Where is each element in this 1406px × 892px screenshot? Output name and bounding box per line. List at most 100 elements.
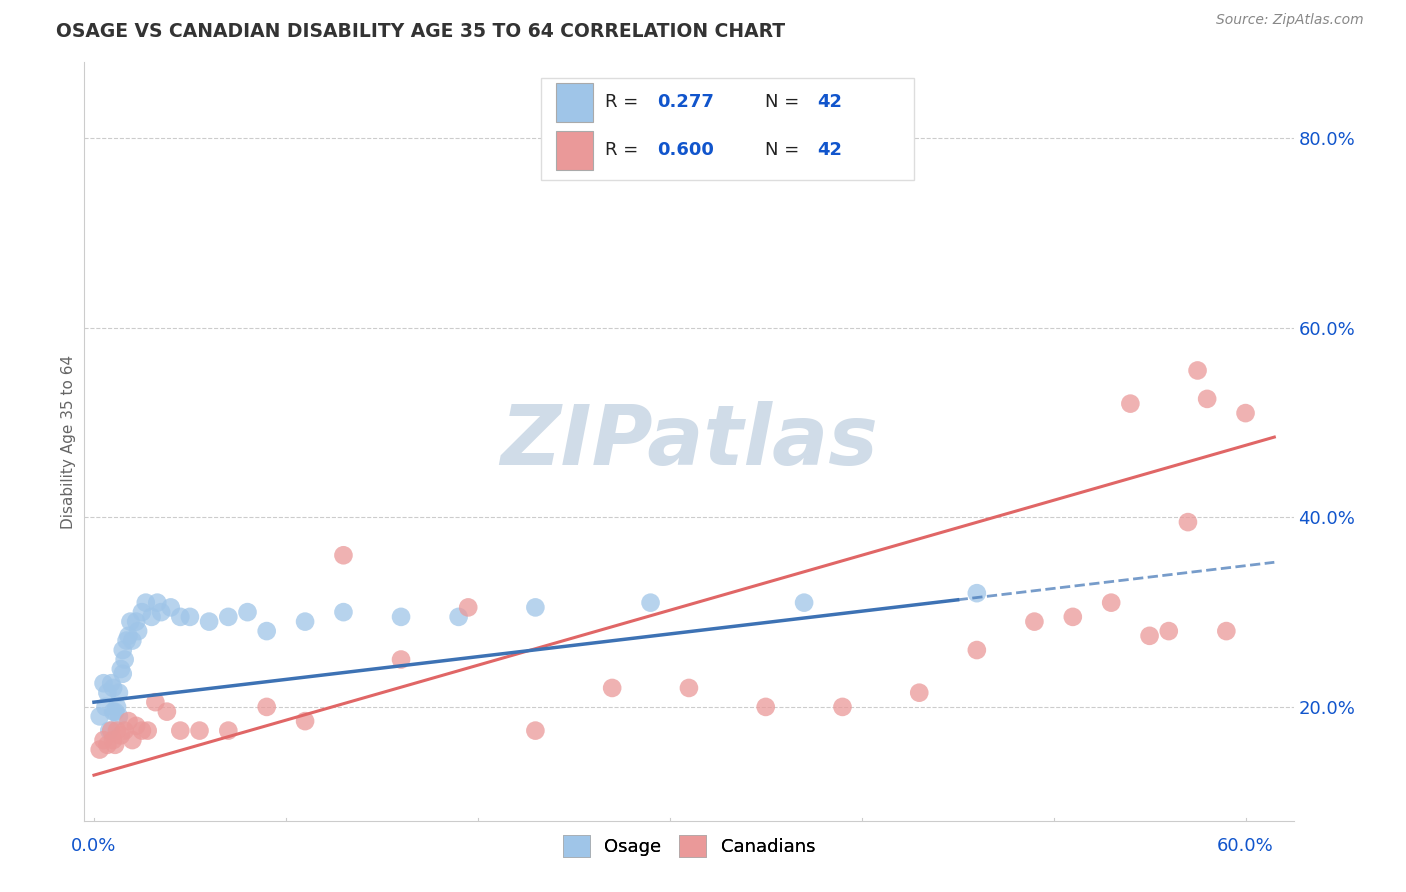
Point: [217, 723, 239, 738]
Point: [121, 633, 143, 648]
Point: [236, 605, 259, 619]
Point: [111, 643, 134, 657]
Text: R =: R =: [605, 142, 644, 160]
Point: [101, 705, 124, 719]
Text: N =: N =: [765, 142, 804, 160]
Point: [831, 699, 853, 714]
Point: [96, 738, 118, 752]
Point: [145, 695, 167, 709]
Point: [131, 605, 153, 619]
Point: [100, 723, 122, 738]
Point: [294, 714, 316, 728]
Point: [93, 676, 115, 690]
Point: [1187, 363, 1209, 377]
Point: [256, 624, 278, 639]
Point: [114, 723, 136, 738]
Point: [1215, 624, 1237, 639]
Point: [793, 596, 815, 610]
Point: [105, 723, 128, 738]
FancyBboxPatch shape: [557, 131, 593, 169]
Point: [524, 600, 547, 615]
Text: 0.277: 0.277: [657, 94, 714, 112]
Point: [600, 681, 623, 695]
Point: [100, 676, 122, 690]
Point: [114, 652, 136, 666]
Text: 60.0%: 60.0%: [1218, 838, 1274, 855]
Text: Source: ZipAtlas.com: Source: ZipAtlas.com: [1216, 13, 1364, 28]
Point: [179, 610, 201, 624]
Point: [101, 681, 124, 695]
Y-axis label: Disability Age 35 to 64: Disability Age 35 to 64: [60, 354, 76, 529]
Point: [447, 610, 470, 624]
FancyBboxPatch shape: [541, 78, 914, 180]
Point: [94, 699, 117, 714]
Point: [115, 633, 138, 648]
Point: [640, 596, 662, 610]
Point: [332, 605, 354, 619]
Point: [966, 586, 988, 600]
Text: 42: 42: [817, 142, 842, 160]
Point: [169, 610, 191, 624]
Point: [89, 742, 111, 756]
Text: 42: 42: [817, 94, 842, 112]
Point: [104, 705, 127, 719]
Point: [256, 699, 278, 714]
Point: [110, 662, 132, 676]
Point: [1234, 406, 1257, 420]
Point: [188, 723, 211, 738]
Point: [169, 723, 191, 738]
Point: [217, 610, 239, 624]
Point: [136, 723, 159, 738]
Point: [1197, 392, 1219, 406]
Text: ZIPatlas: ZIPatlas: [501, 401, 877, 482]
Point: [101, 733, 124, 747]
Point: [110, 728, 132, 742]
Point: [146, 596, 169, 610]
Point: [1099, 596, 1122, 610]
Point: [141, 610, 163, 624]
Point: [150, 605, 173, 619]
Point: [1157, 624, 1180, 639]
Point: [135, 596, 157, 610]
Point: [120, 615, 142, 629]
Point: [294, 615, 316, 629]
Text: 0.600: 0.600: [657, 142, 714, 160]
Point: [125, 719, 148, 733]
Point: [108, 686, 131, 700]
Point: [159, 600, 181, 615]
Text: N =: N =: [765, 94, 804, 112]
Point: [93, 733, 115, 747]
Point: [96, 686, 118, 700]
Point: [1024, 615, 1046, 629]
Point: [755, 699, 778, 714]
Point: [108, 709, 131, 723]
Point: [111, 666, 134, 681]
Point: [89, 709, 111, 723]
Point: [121, 733, 143, 747]
Point: [457, 600, 479, 615]
Point: [389, 610, 412, 624]
Point: [678, 681, 700, 695]
Point: [104, 738, 127, 752]
Point: [966, 643, 988, 657]
Point: [332, 548, 354, 563]
Legend: Osage, Canadians: Osage, Canadians: [555, 828, 823, 864]
Point: [1119, 396, 1142, 410]
Text: OSAGE VS CANADIAN DISABILITY AGE 35 TO 64 CORRELATION CHART: OSAGE VS CANADIAN DISABILITY AGE 35 TO 6…: [56, 22, 786, 41]
Point: [98, 723, 121, 738]
Text: 0.0%: 0.0%: [72, 838, 117, 855]
Point: [125, 615, 148, 629]
Point: [127, 624, 149, 639]
Point: [389, 652, 412, 666]
Point: [117, 714, 139, 728]
FancyBboxPatch shape: [557, 83, 593, 121]
Point: [105, 699, 128, 714]
Point: [131, 723, 153, 738]
Point: [198, 615, 221, 629]
Point: [1177, 515, 1199, 529]
Point: [1139, 629, 1161, 643]
Point: [908, 686, 931, 700]
Point: [524, 723, 547, 738]
Point: [117, 629, 139, 643]
Point: [156, 705, 179, 719]
